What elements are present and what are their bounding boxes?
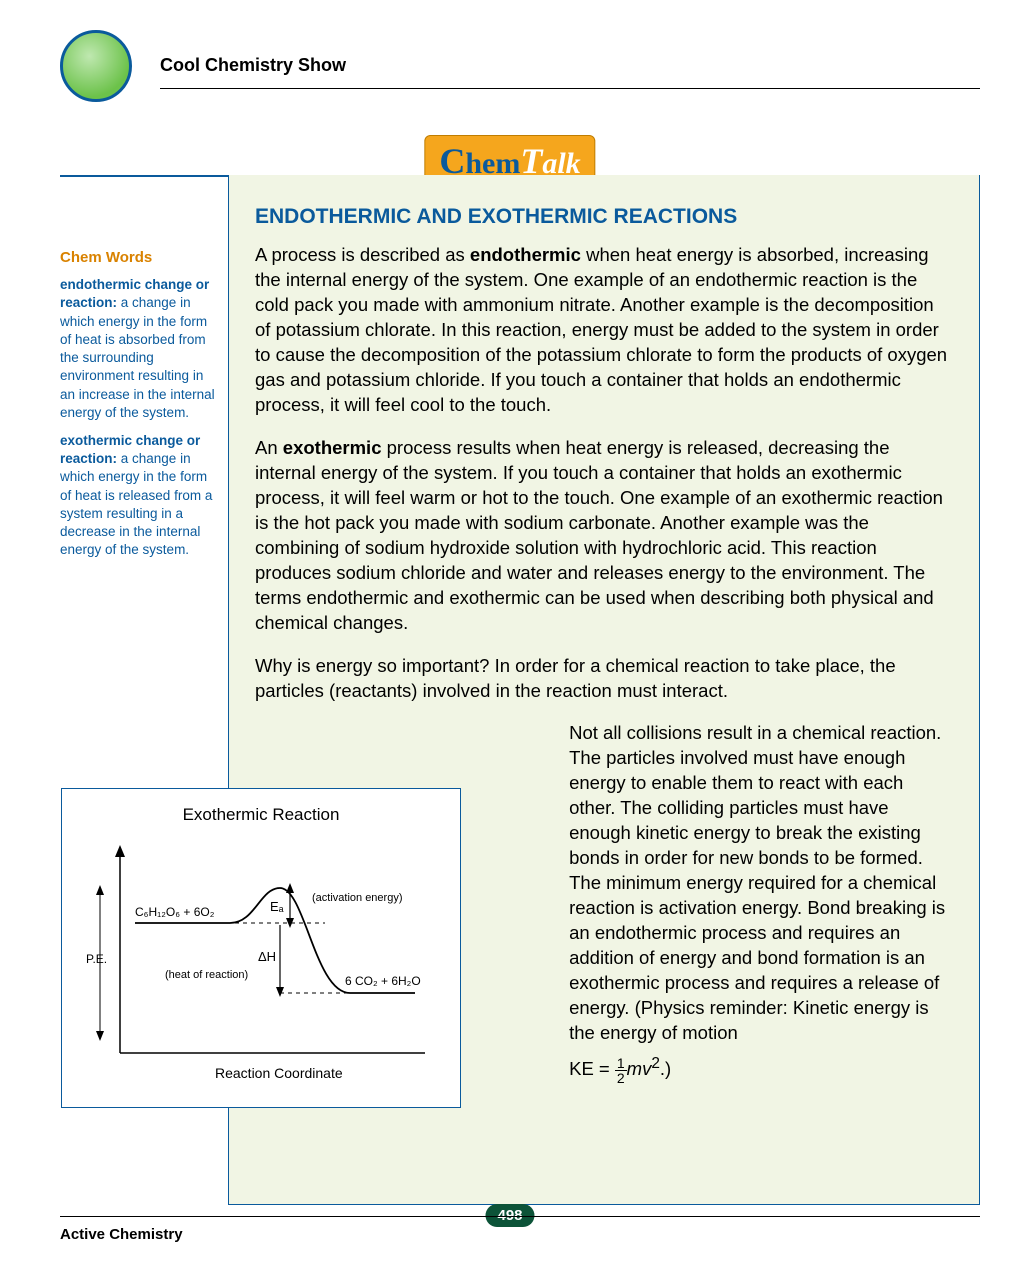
y-axis-arrow-icon	[115, 845, 125, 857]
pe-down-arrow-icon	[96, 1031, 104, 1041]
paragraph-4: Not all collisions result in a chemical …	[569, 722, 945, 1043]
dh-arrow-icon	[276, 987, 284, 997]
content-box: ENDOTHERMIC AND EXOTHERMIC REACTIONS A p…	[228, 175, 980, 1205]
text: when heat energy is absorbed, increasing…	[255, 244, 947, 415]
fraction-half: 12	[615, 1056, 627, 1085]
bold-endothermic: endothermic	[470, 244, 581, 265]
formula-lhs: KE =	[569, 1058, 615, 1079]
footer-book-title: Active Chemistry	[60, 1226, 183, 1243]
paragraph-2: An exothermic process results when heat …	[255, 436, 953, 636]
denominator: 2	[615, 1071, 627, 1085]
paragraph-3: Why is energy so important? In order for…	[255, 654, 953, 704]
def-endothermic: a change in which energy in the form of …	[60, 295, 215, 419]
products-label: 6 CO₂ + 6H₂O	[345, 974, 421, 988]
formula-end: .)	[660, 1058, 671, 1079]
ea-annotation: (activation energy)	[312, 892, 403, 904]
pe-label: P.E.	[86, 952, 107, 966]
formula-mv: mv	[627, 1058, 652, 1079]
bold-exothermic: exothermic	[283, 437, 382, 458]
ke-formula: KE = 12mv2.)	[569, 1054, 953, 1085]
x-axis-label: Reaction Coordinate	[215, 1065, 343, 1081]
text: A process is described as	[255, 244, 470, 265]
chem-words-entry: exothermic change or reaction: a change …	[60, 432, 215, 560]
dh-label: ΔH	[258, 949, 276, 964]
paragraph-1: A process is described as endothermic wh…	[255, 243, 953, 418]
running-header: Cool Chemistry Show	[160, 55, 346, 76]
chem-words-sidebar: Chem Words endothermic change or reactio…	[60, 248, 215, 570]
textbook-page: Cool Chemistry Show ChemTalk Chem Words …	[0, 0, 1020, 1275]
diagram-title: Exothermic Reaction	[80, 805, 442, 825]
text: An	[255, 437, 283, 458]
chapter-icon	[60, 30, 132, 102]
header-rule	[160, 88, 980, 89]
text: process results when heat energy is rele…	[255, 437, 943, 633]
numerator: 1	[615, 1056, 627, 1071]
chem-words-heading: Chem Words	[60, 248, 215, 268]
ea-arrow-up-icon	[286, 883, 294, 893]
reactants-label: C₆H₁₂O₆ + 6O₂	[135, 905, 215, 919]
ea-label: Eₐ	[270, 899, 284, 914]
section-title: ENDOTHERMIC AND EXOTHERMIC REACTIONS	[255, 205, 953, 229]
dh-annotation: (heat of reaction)	[165, 969, 248, 981]
pe-up-arrow-icon	[96, 885, 104, 895]
footer-rule	[60, 1216, 980, 1217]
chem-words-entry: endothermic change or reaction: a change…	[60, 276, 215, 422]
diagram-svg: P.E. Eₐ (activation energy) ΔH	[80, 833, 444, 1093]
formula-exponent: 2	[651, 1055, 660, 1072]
def-exothermic: a change in which energy in the form of …	[60, 451, 212, 557]
paragraph-4-wrap: Not all collisions result in a chemical …	[569, 721, 953, 1085]
energy-diagram: Exothermic Reaction P.E.	[61, 788, 461, 1108]
